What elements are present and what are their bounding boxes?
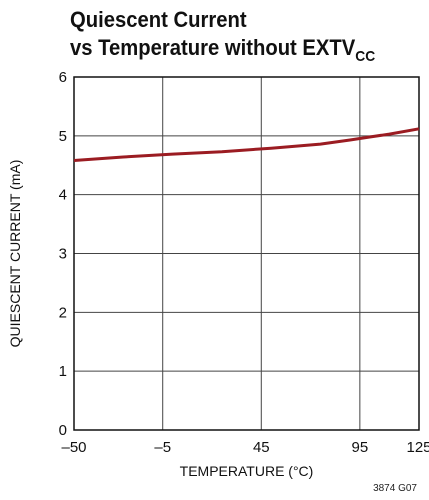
- x-tick-label: 125: [406, 439, 429, 456]
- y-tick-label: 5: [59, 128, 67, 145]
- plot-frame: [73, 76, 420, 431]
- grid-lines: [73, 76, 420, 431]
- y-tick-label: 6: [59, 69, 67, 86]
- x-tick-label: 95: [352, 439, 369, 456]
- series-line-0: [73, 127, 420, 162]
- y-tick-label: 4: [59, 187, 67, 204]
- y-tick-label: 2: [59, 304, 67, 321]
- chart-title-line2-sub: CC: [355, 48, 376, 65]
- x-axis-label: TEMPERATURE (°C): [180, 463, 314, 479]
- chart-title-line2: vs Temperature without EXTVCC: [70, 34, 375, 65]
- x-tick-label: 45: [253, 439, 270, 456]
- y-axis-label: QUIESCENT CURRENT (mA): [7, 160, 23, 348]
- plot-area: [73, 127, 420, 162]
- chart-title-line1: Quiescent Current: [70, 7, 247, 32]
- chart-title-line2-main: vs Temperature without EXTV: [70, 35, 356, 60]
- x-tick-label: –5: [154, 439, 171, 456]
- x-tick-label: –50: [61, 439, 86, 456]
- y-tick-label: 1: [59, 363, 67, 380]
- chart-title: Quiescent Current vs Temperature without…: [70, 6, 375, 65]
- y-tick-label: 3: [59, 246, 67, 263]
- figure-id: 3874 G07: [373, 483, 417, 494]
- y-tick-label: 0: [59, 422, 67, 439]
